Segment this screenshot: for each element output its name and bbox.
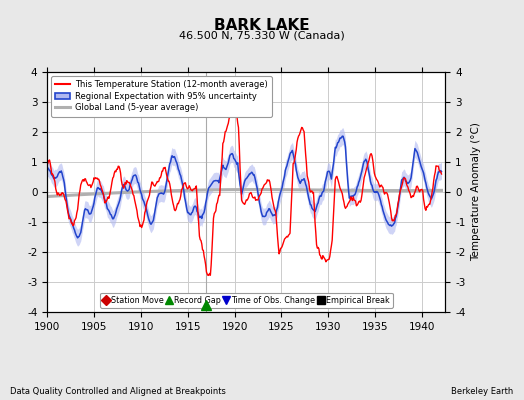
Y-axis label: Temperature Anomaly (°C): Temperature Anomaly (°C) [471, 122, 481, 262]
Text: BARK LAKE: BARK LAKE [214, 18, 310, 33]
Text: 46.500 N, 75.330 W (Canada): 46.500 N, 75.330 W (Canada) [179, 30, 345, 40]
Text: Berkeley Earth: Berkeley Earth [451, 387, 514, 396]
Text: Data Quality Controlled and Aligned at Breakpoints: Data Quality Controlled and Aligned at B… [10, 387, 226, 396]
Legend: Station Move, Record Gap, Time of Obs. Change, Empirical Break: Station Move, Record Gap, Time of Obs. C… [100, 292, 392, 308]
